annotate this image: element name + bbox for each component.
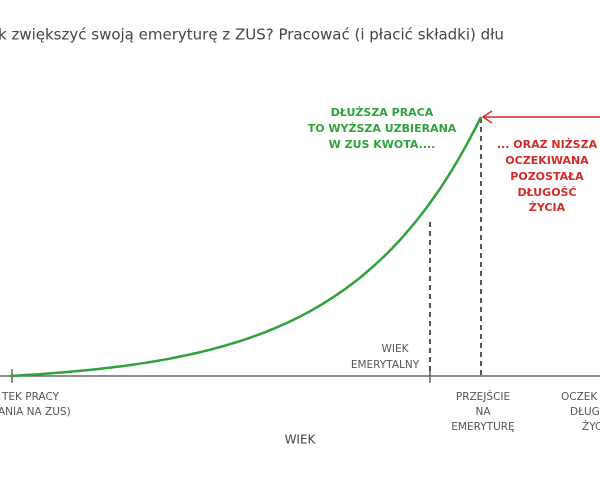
title: k zwiększyć swoją emeryturę z ZUS? Praco… [0,26,504,44]
red-note: ... ORAZ NIŻSZA [497,137,598,151]
arrow-head [481,110,493,124]
expected-label: DŁUG [570,406,600,418]
green-note: DŁUŻSZA PRACA [331,105,434,119]
start-label: TEK PRACY [1,391,60,403]
red-note: ŻYCIA [529,200,566,214]
retirement-age: EMERYTALNY [351,359,420,371]
transition-label: EMERYTURĘ [451,421,514,433]
savings-curve [9,116,483,378]
axis-label: WIEK [285,433,317,447]
transition-label: PRZEJŚCIE [456,390,510,403]
red-note: POZOSTAŁA [510,170,584,183]
red-note: DŁUGOŚĆ [517,186,576,199]
green-note: W ZUS KWOTA.... [329,138,436,151]
retirement-age: WIEK [382,343,410,355]
red-note: OCZEKIWANA [505,154,589,167]
green-note: TO WYŻSZA UZBIERANA [308,121,457,135]
transition-label: NA [475,406,491,418]
start-label: ANIA NA ZUS) [0,406,71,418]
expected-label: ŻYC [582,420,600,433]
expected-label: OCZEK [561,391,598,403]
